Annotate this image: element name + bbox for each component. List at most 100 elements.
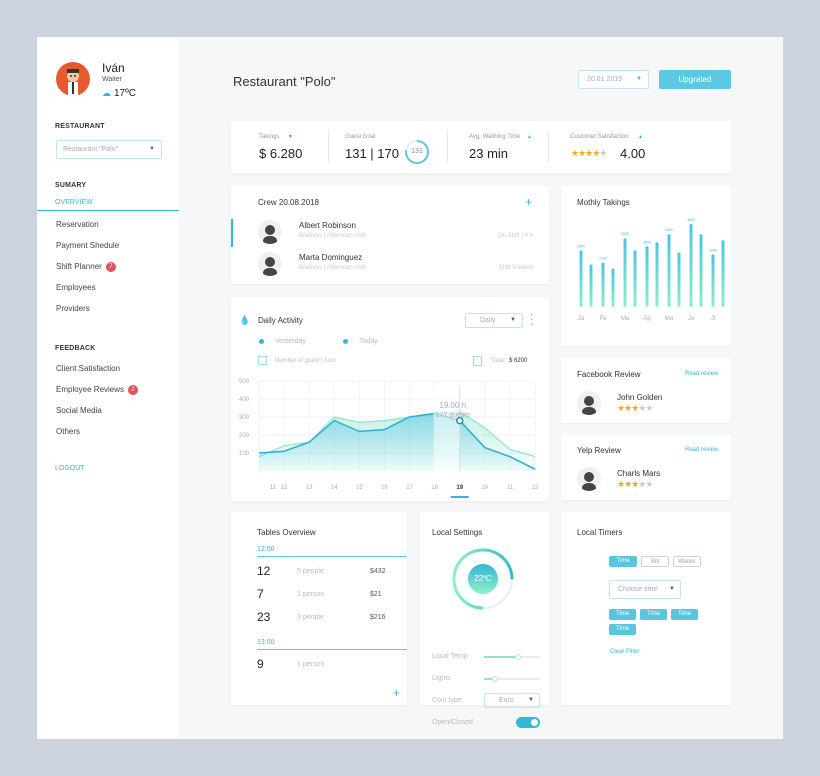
bar[interactable] <box>721 240 725 307</box>
sidebar-item-shift-planner[interactable]: Shift Planner 7 <box>56 262 116 272</box>
bar[interactable] <box>689 224 693 307</box>
tooltip-band <box>433 386 460 471</box>
restaurant-select[interactable]: Restaurant "Polo" ▼ <box>56 140 162 159</box>
slider-handle[interactable] <box>492 676 499 682</box>
crew-member-name[interactable]: Marta Dominguez <box>299 253 363 262</box>
crew-member-status: On Shift | 4:4 <box>498 233 533 239</box>
facebook-read-review-link[interactable]: Read review <box>685 371 719 377</box>
time-chip[interactable]: Time <box>671 609 698 620</box>
dial-progress <box>452 548 514 610</box>
x-tick-label[interactable]: 14 <box>331 485 338 491</box>
bar-value-label: 3400 <box>665 228 673 232</box>
table-people: 3 people <box>297 614 324 621</box>
time-chip[interactable]: Time <box>609 609 636 620</box>
yelp-read-review-link[interactable]: Read review <box>685 447 719 453</box>
open-closed-toggle[interactable] <box>516 717 540 728</box>
temperature-dial[interactable] <box>450 546 516 612</box>
bar[interactable] <box>655 242 659 307</box>
table-row[interactable]: 9 1 person <box>257 657 397 671</box>
trend-down-icon: ▼ <box>288 134 293 140</box>
period-select[interactable]: Daily ▼ <box>465 313 523 328</box>
facebook-review-title: Facebook Review <box>577 370 641 379</box>
bar[interactable] <box>677 252 681 307</box>
star-empty-icon: ★ <box>638 479 646 489</box>
crew-avatar <box>258 220 282 244</box>
clear-filter-link[interactable]: Clear Filter <box>610 649 640 655</box>
sidebar-item-employee-reviews[interactable]: Employee Reviews 2 <box>56 385 139 395</box>
choose-time-select[interactable]: Choose time ▼ <box>609 580 681 599</box>
bar[interactable] <box>589 264 593 308</box>
upgrade-button[interactable]: Upgrated <box>659 70 731 89</box>
activity-chart[interactable]: 500 400 300 200 100 19.00 h 277 guests 11 12 13 14… <box>231 371 549 501</box>
yelp-stars: ★★★★★ <box>617 479 653 490</box>
bar[interactable] <box>623 238 627 307</box>
x-tick-label[interactable]: 15 <box>356 485 363 491</box>
bar[interactable] <box>579 250 583 307</box>
coin-type-select[interactable]: Euro ▼ <box>484 693 540 708</box>
crew-member-name[interactable]: Albert Robinson <box>299 221 356 230</box>
sidebar-item-social-media[interactable]: Social Media <box>56 406 102 415</box>
setting-label-coin-type: Coin type <box>432 697 462 704</box>
add-icon[interactable]: + <box>525 195 533 209</box>
bar[interactable] <box>633 250 637 307</box>
user-role: Waiter <box>102 76 122 83</box>
x-tick-label: Jl <box>711 316 715 322</box>
bar[interactable] <box>611 268 615 307</box>
bar[interactable] <box>667 234 671 307</box>
star-empty-icon: ★ <box>599 148 607 158</box>
date-select[interactable]: 20.01.2019 ▼ <box>578 70 649 89</box>
x-tick-label[interactable]: 18 <box>431 485 438 491</box>
timers-card: Local Timers Time Bill Waiter Choose time … <box>561 512 731 705</box>
x-tick-label: Fe <box>599 316 607 322</box>
timer-tab-bill[interactable]: Bill <box>641 556 669 567</box>
star-empty-icon: ★ <box>645 479 653 489</box>
y-tick-label: 400 <box>239 397 250 403</box>
bar[interactable] <box>699 234 703 307</box>
timer-tab-time[interactable]: Time <box>609 556 637 567</box>
setting-slider-local-temp[interactable] <box>484 654 540 660</box>
x-tick-label[interactable]: 19 <box>456 485 463 491</box>
setting-slider-lights[interactable] <box>484 676 540 682</box>
total-label: Total: <box>491 358 506 364</box>
timer-tab-waiter[interactable]: Waiter <box>673 556 701 567</box>
bar[interactable] <box>645 246 649 307</box>
sidebar-item-reservation[interactable]: Reservation <box>56 220 99 229</box>
table-row[interactable]: 23 3 people $216 <box>257 610 397 624</box>
sidebar-item-overview[interactable]: OVERVIEW <box>55 199 93 206</box>
x-tick-label[interactable]: 13 <box>306 485 313 491</box>
stat-value-takings: $ 6.280 <box>259 146 303 161</box>
x-tick-label[interactable]: 20 <box>481 485 488 491</box>
add-icon[interactable]: + <box>393 686 401 700</box>
sidebar-item-others[interactable]: Others <box>56 427 80 436</box>
selected-point[interactable] <box>455 416 464 425</box>
x-tick-label: Ma <box>665 316 674 322</box>
x-tick-label[interactable]: 16 <box>381 485 388 491</box>
logout-link[interactable]: LOGOUT <box>55 465 85 472</box>
x-tick-label[interactable]: 11 <box>270 485 277 491</box>
time-chip[interactable]: Time <box>640 609 667 620</box>
x-tick-label[interactable]: 12 <box>281 485 288 491</box>
date-select-value: 20.01.2019 <box>587 76 623 83</box>
table-row[interactable]: 7 1 person $21 <box>257 587 397 601</box>
x-tick-label[interactable]: 17 <box>406 485 413 491</box>
sidebar-item-payment-shedule[interactable]: Payment Shedule <box>56 241 119 250</box>
x-tick-label: Ja <box>578 316 585 322</box>
sidebar-item-providers[interactable]: Providers <box>56 304 90 313</box>
facebook-reviewer-name: John Golden <box>617 393 663 402</box>
sidebar-item-employees[interactable]: Employees <box>56 283 96 292</box>
avatar[interactable] <box>56 62 90 96</box>
time-chip[interactable]: Time <box>609 624 636 635</box>
legend-today: Today <box>359 338 378 345</box>
bar[interactable] <box>601 262 605 307</box>
slider-handle[interactable] <box>514 654 521 660</box>
x-tick-label[interactable]: 21 <box>507 485 514 491</box>
table-row[interactable]: 12 5 people $432 <box>257 564 397 578</box>
sidebar-item-client-satisfaction[interactable]: Client Satisfaction <box>56 364 120 373</box>
dial-knob[interactable] <box>468 564 498 594</box>
bar[interactable] <box>711 254 715 307</box>
bar-value-label: 3300 <box>709 248 717 252</box>
x-tick-label[interactable]: 22 <box>532 485 539 491</box>
bar-value-label: 3333 <box>621 232 629 236</box>
more-options-icon[interactable]: · · · <box>530 309 534 330</box>
table-number: 9 <box>257 657 264 671</box>
